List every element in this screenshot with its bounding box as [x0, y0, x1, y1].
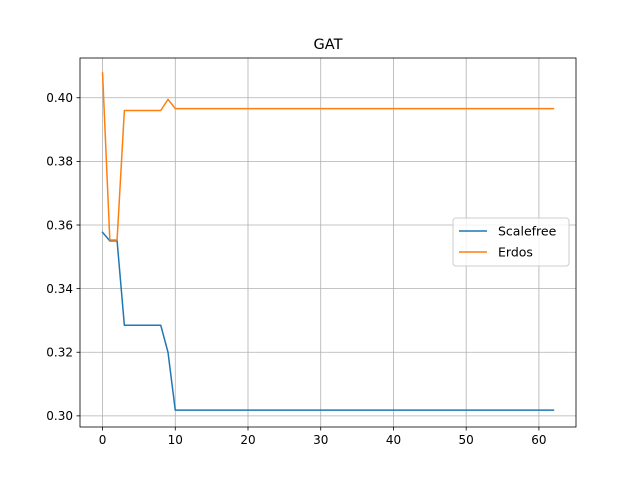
legend-label: Erdos [498, 245, 533, 260]
y-tick-label: 0.40 [46, 91, 73, 105]
x-tick-label: 40 [386, 433, 401, 447]
series-lines [101, 72, 555, 411]
y-tick-label: 0.36 [46, 218, 73, 232]
legend-label: Scalefree [498, 224, 557, 239]
y-tick-label: 0.30 [46, 409, 73, 423]
x-tick-label: 10 [168, 433, 183, 447]
x-tick-label: 30 [313, 433, 328, 447]
axis-ticks: 0 10 20 30 40 50 60 0.30 0.32 0.34 0.36 0.38 0.40 [46, 91, 546, 447]
legend: Scalefree Erdos [452, 217, 570, 267]
x-tick-label: 20 [240, 433, 255, 447]
chart-title: GAT [314, 37, 343, 53]
series-line-erdos [101, 72, 555, 241]
y-tick-label: 0.34 [46, 282, 73, 296]
series-line-scalefree [101, 231, 555, 411]
legend-box [452, 217, 570, 267]
x-tick-label: 60 [531, 433, 546, 447]
plot-area-frame [79, 57, 577, 428]
y-tick-label: 0.32 [46, 346, 73, 360]
x-tick-label: 50 [459, 433, 474, 447]
x-tick-label: 0 [99, 433, 107, 447]
y-tick-label: 0.38 [46, 155, 73, 169]
